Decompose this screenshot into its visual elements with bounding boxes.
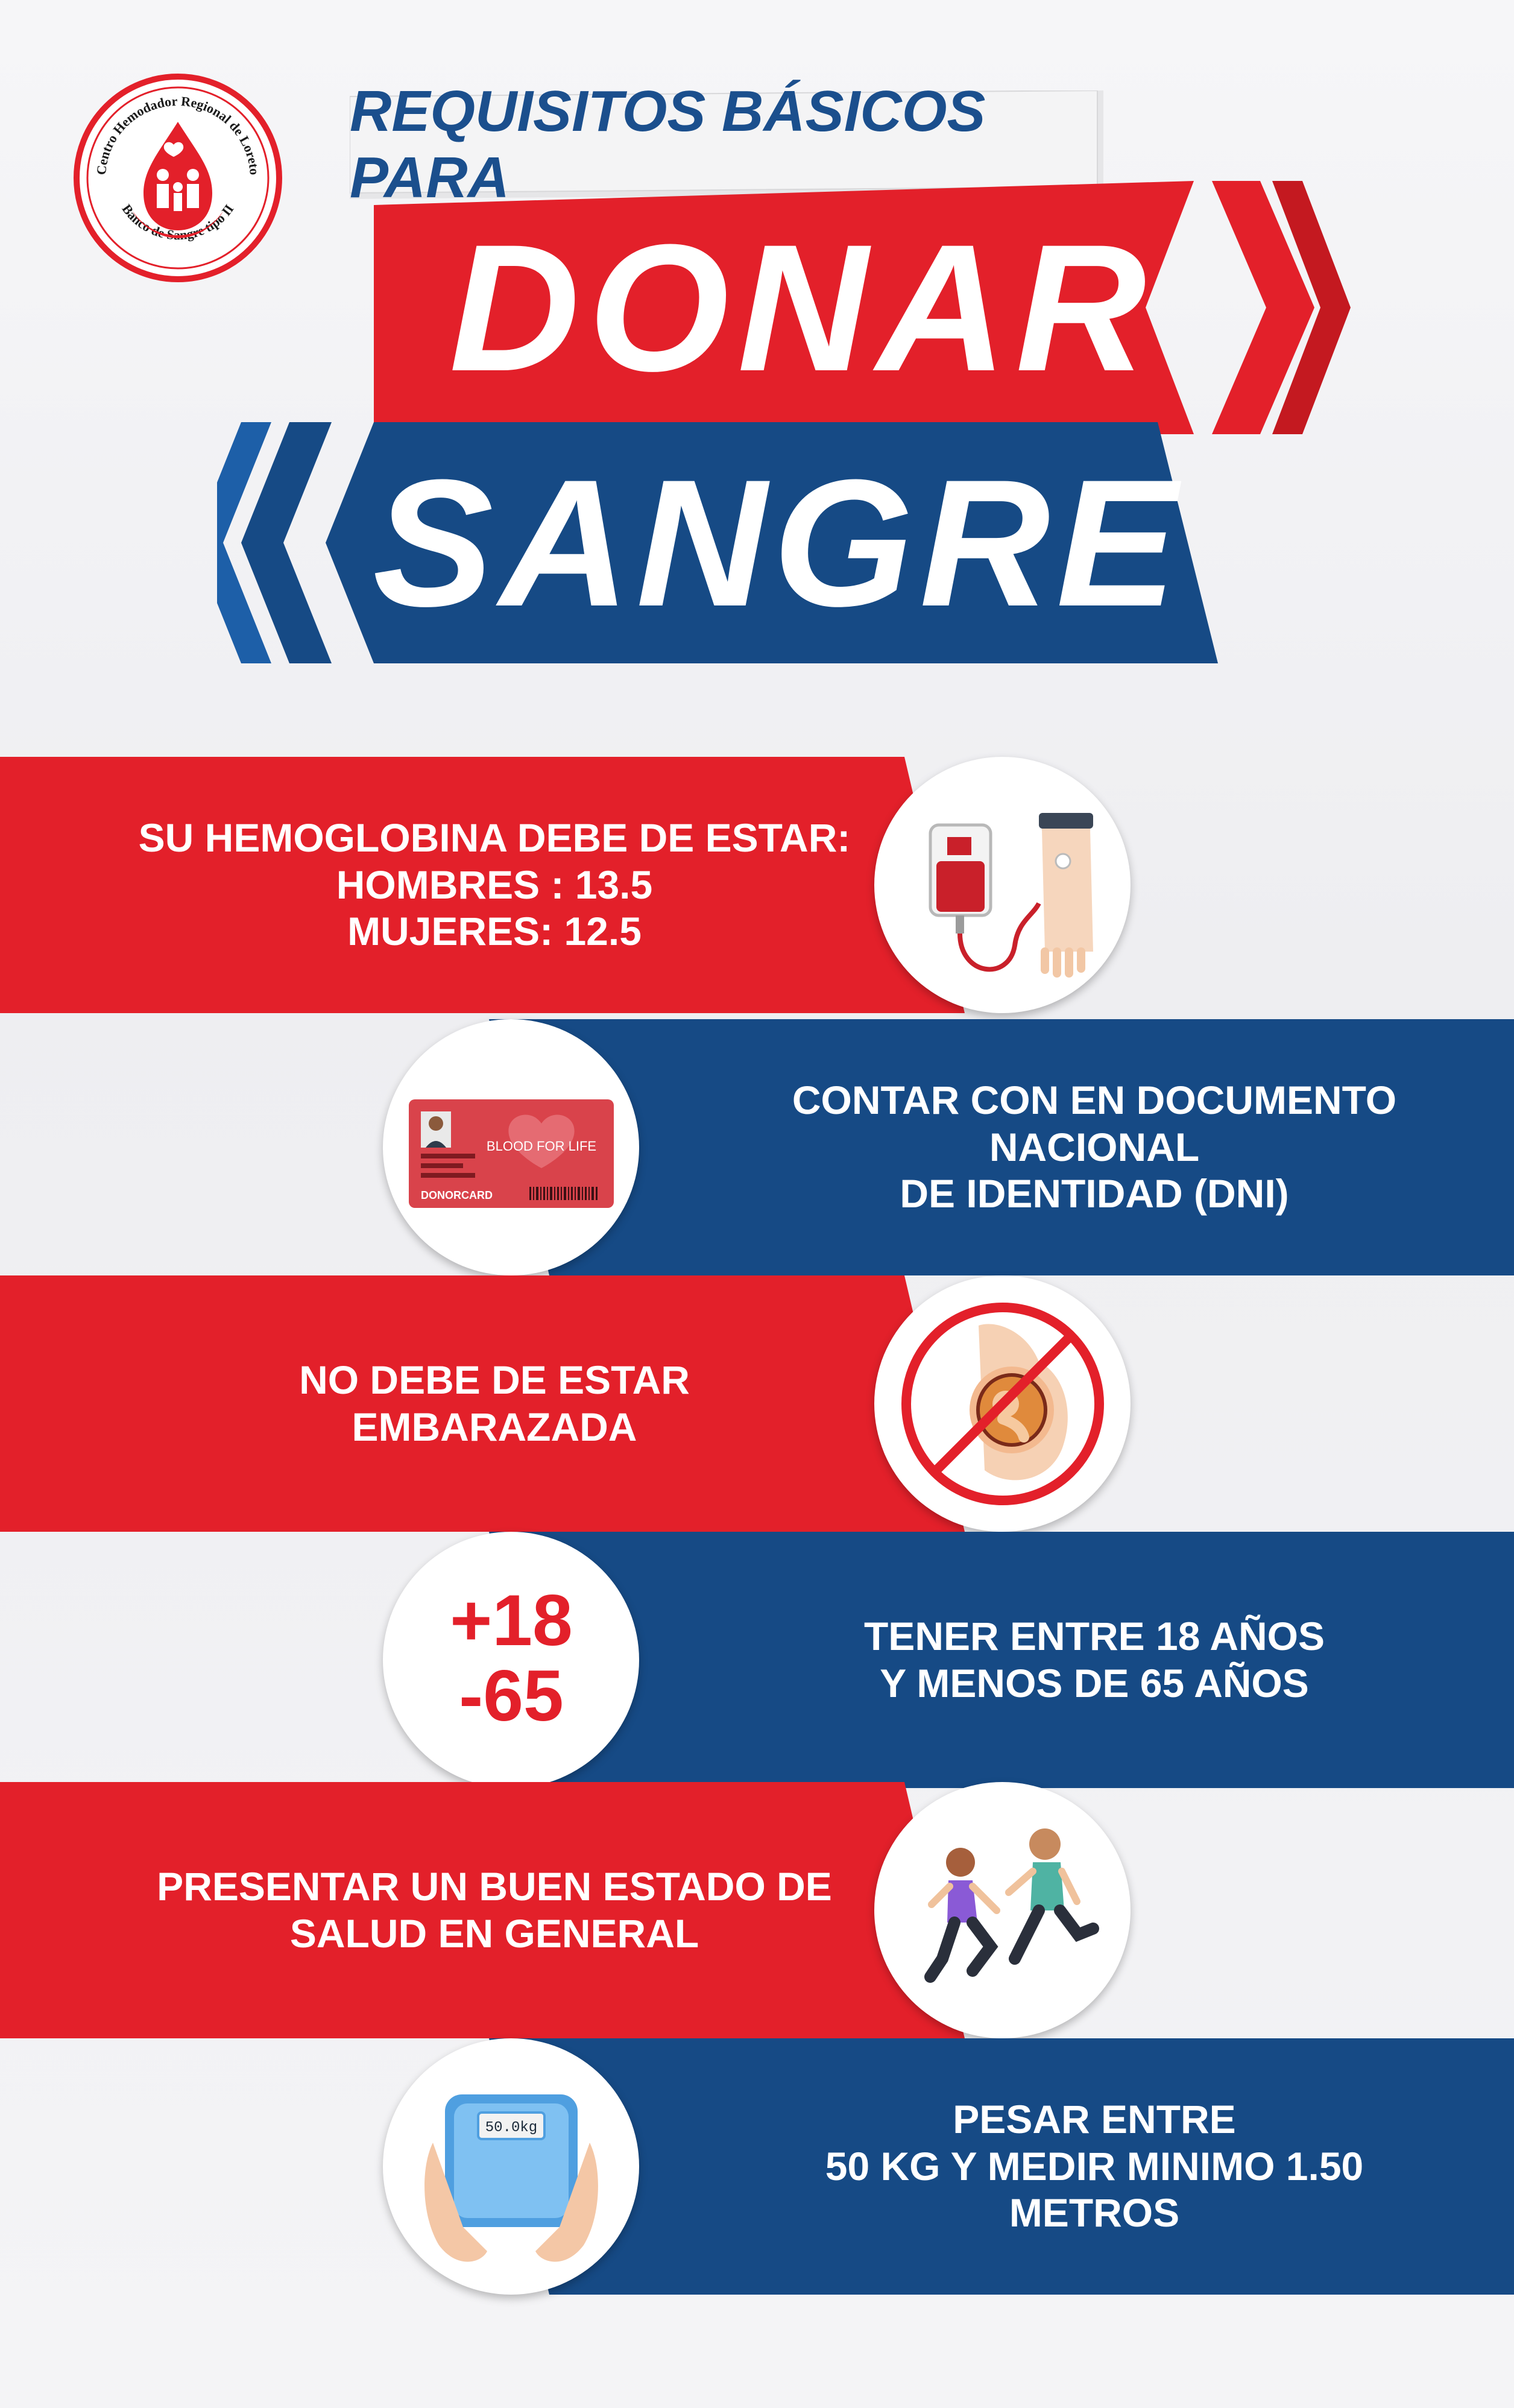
red-stripe: [0, 757, 965, 1013]
requirement-text: PESAR ENTRE 50 KG Y MEDIR MINIMO 1.50 ME…: [754, 2038, 1435, 2295]
icon-circle: +18 -65: [383, 1532, 639, 1788]
requirement-text: SU HEMOGLOBINA DEBE DE ESTAR: HOMBRES : …: [90, 757, 898, 1013]
blue-stripe: [489, 2038, 1514, 2295]
blue-stripe: [489, 1019, 1514, 1275]
requirement-row-weight: 50.0kg PESAR ENTRE 50 KG Y MEDIR MINIMO …: [0, 2038, 1514, 2295]
requirement-line: 50 KG Y MEDIR MINIMO 1.50 METROS: [825, 2143, 1364, 2236]
requirement-line: EMBARAZADA: [352, 1404, 637, 1449]
requirement-line: HOMBRES : 13.5: [336, 862, 653, 907]
scale-display: 50.0kg: [485, 2120, 537, 2136]
requirement-line: MUJERES: 12.5: [347, 909, 642, 954]
no-pregnancy-icon: [901, 1302, 1104, 1505]
red-stripe: [0, 1782, 965, 2038]
requirement-line: PESAR ENTRE: [953, 2096, 1236, 2141]
title-donar: DONAR: [449, 206, 1155, 409]
sangre-banner: [217, 422, 1218, 663]
donor-card-icon: BLOOD FOR LIFE DONORCARD: [408, 1099, 614, 1208]
requirement-row-dni: BLOOD FOR LIFE DONORCARD CONTAR CON EN D…: [0, 1019, 1514, 1275]
requirement-row-pregnancy: NO DEBE DE ESTAR EMBARAZADA: [0, 1275, 1514, 1532]
requirement-text: PRESENTAR UN BUEN ESTADO DE SALUD EN GEN…: [90, 1782, 898, 2038]
icon-circle: [874, 1782, 1131, 2038]
red-stripe: [0, 1275, 965, 1532]
requirement-row-health: PRESENTAR UN BUEN ESTADO DE SALUD EN GEN…: [0, 1782, 1514, 2038]
requirement-line: TENER ENTRE 18 AÑOS: [863, 1613, 1325, 1658]
requirement-text: NO DEBE DE ESTAR EMBARAZADA: [90, 1275, 898, 1532]
icon-circle: [874, 757, 1131, 1013]
requirement-line: PRESENTAR UN BUEN ESTADO DE: [157, 1863, 832, 1909]
age-min: +18: [450, 1580, 573, 1661]
icon-circle: BLOOD FOR LIFE DONORCARD: [383, 1019, 639, 1275]
requirement-row-age: +18 -65 TENER ENTRE 18 AÑOS Y MENOS DE 6…: [0, 1532, 1514, 1788]
age-max: -65: [459, 1655, 563, 1736]
requirement-line: Y MENOS DE 65 AÑOS: [880, 1660, 1309, 1705]
weight-scale-icon: 50.0kg: [424, 2094, 598, 2261]
requirement-text: TENER ENTRE 18 AÑOS Y MENOS DE 65 AÑOS: [754, 1532, 1435, 1788]
card-footer: DONORCARD: [421, 1189, 493, 1201]
requirement-line: SU HEMOGLOBINA DEBE DE ESTAR:: [138, 815, 851, 860]
requirement-line: NO DEBE DE ESTAR: [299, 1357, 690, 1402]
title-sangre: SANGRE: [373, 441, 1183, 644]
card-heading: BLOOD FOR LIFE: [486, 1139, 596, 1154]
logo-emblem: Centro Hemodador Regional de Loreto Banc…: [72, 72, 283, 283]
requirement-line: CONTAR CON EN DOCUMENTO NACIONAL: [792, 1077, 1397, 1169]
age-range-icon: +18 -65: [450, 1580, 573, 1736]
requirement-line: DE IDENTIDAD (DNI): [900, 1171, 1289, 1216]
donar-banner: [374, 181, 1351, 434]
icon-circle: 50.0kg: [383, 2038, 639, 2295]
requirement-text: CONTAR CON EN DOCUMENTO NACIONAL DE IDEN…: [754, 1019, 1435, 1275]
subtitle-banner: [350, 90, 1103, 199]
blood-bag-transfusion-icon: [929, 812, 1093, 978]
running-people-icon: [924, 1828, 1099, 1983]
icon-circle: [874, 1275, 1131, 1532]
blue-stripe: [489, 1532, 1514, 1788]
requirement-row-hemoglobin: SU HEMOGLOBINA DEBE DE ESTAR: HOMBRES : …: [0, 757, 1514, 1013]
requirement-line: SALUD EN GENERAL: [289, 1910, 699, 1956]
